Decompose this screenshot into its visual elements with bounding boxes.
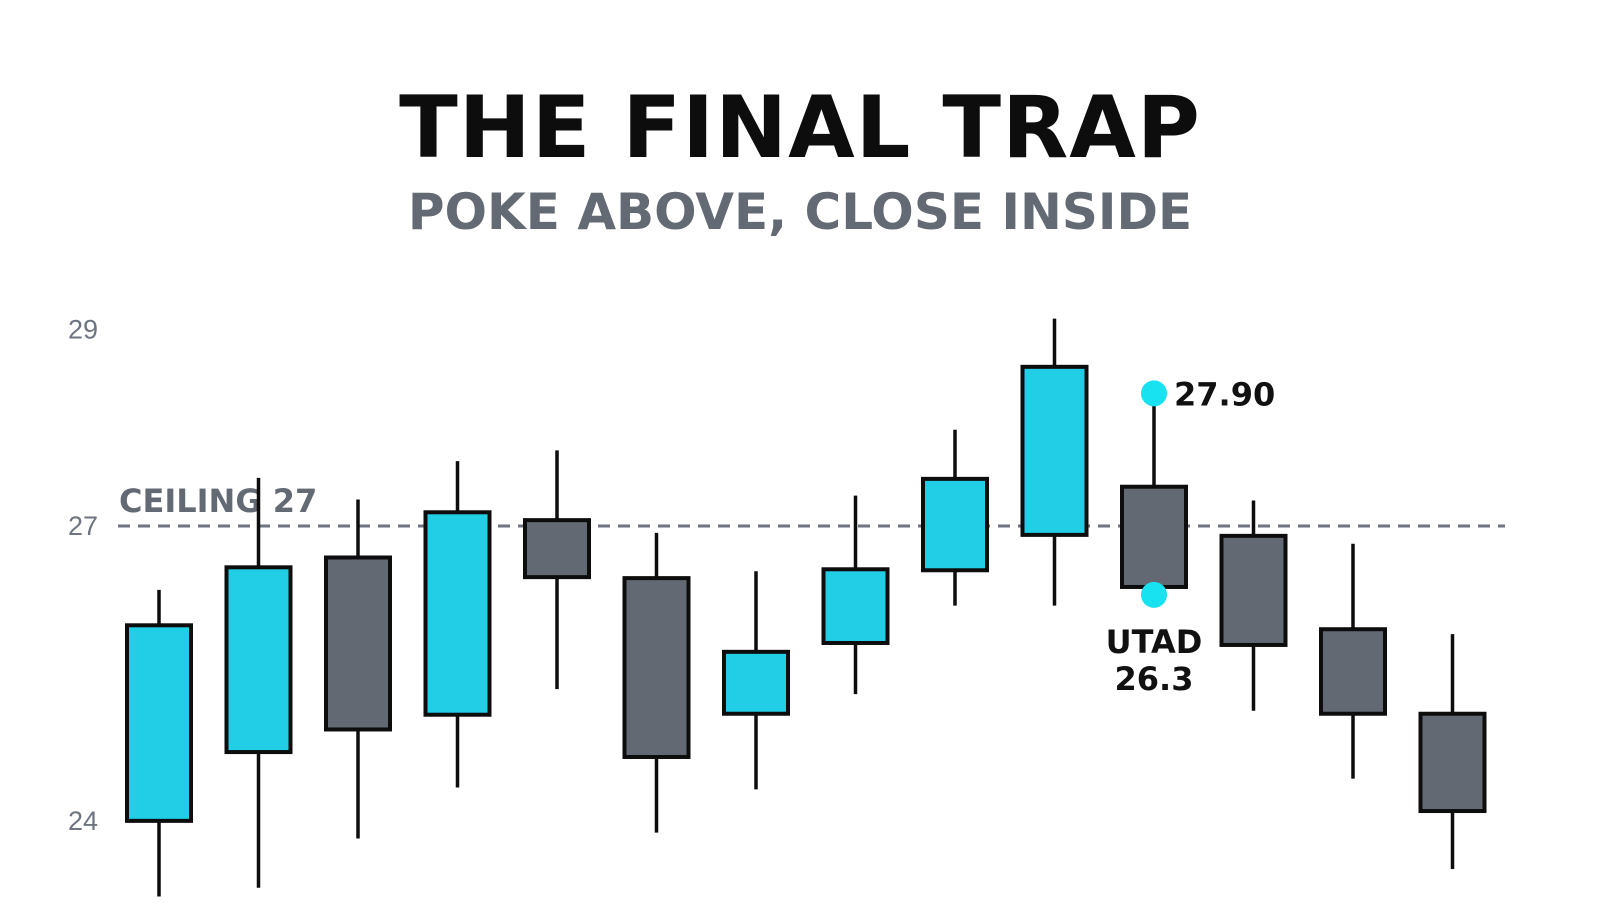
candle-body-bullish [722, 649, 790, 716]
y-tick-label: 24 [68, 806, 98, 836]
candle-body-bullish [423, 510, 492, 717]
ceiling-reference: CEILING 27 [118, 482, 1505, 528]
candle-body-bearish [1120, 484, 1188, 589]
candle [423, 461, 492, 788]
candle [324, 499, 392, 839]
candle-body-bullish [1020, 364, 1089, 537]
candle [523, 450, 591, 690]
candle [1418, 634, 1487, 870]
candle [1120, 393, 1188, 602]
candle [224, 477, 293, 888]
y-tick-label: 29 [68, 314, 98, 344]
annotation-label: 26.3 [1115, 660, 1194, 698]
candle [125, 589, 193, 897]
candle [1319, 543, 1387, 779]
candle-body-bullish [821, 567, 890, 645]
candle-body-bearish [1319, 627, 1387, 716]
y-axis-ticks: 24 27 29 [68, 314, 98, 835]
candle [1020, 318, 1089, 606]
candle [622, 532, 691, 833]
candles [125, 318, 1487, 897]
y-tick-label: 27 [68, 511, 98, 541]
candle-body-bearish [1418, 711, 1487, 814]
candle [1219, 500, 1288, 711]
annotation-marker [1141, 380, 1167, 407]
candle-body-bearish [1219, 533, 1288, 647]
candle-body-bearish [523, 518, 591, 580]
chart-subtitle: POKE ABOVE, CLOSE INSIDE [407, 183, 1193, 241]
candle-body-bearish [324, 555, 392, 732]
candle-body-bearish [622, 576, 691, 759]
annotation-label: UTAD [1106, 623, 1203, 661]
candle-body-bullish [125, 623, 193, 823]
candle [821, 495, 890, 695]
candle [921, 429, 989, 606]
candle-body-bullish [921, 476, 989, 573]
candle [722, 571, 790, 790]
candle-body-bullish [224, 565, 293, 755]
chart-title: THE FINAL TRAP [399, 78, 1201, 178]
annotation-label: 27.90 [1174, 375, 1275, 413]
ceiling-label: CEILING 27 [119, 482, 317, 520]
annotation-marker [1141, 581, 1167, 608]
